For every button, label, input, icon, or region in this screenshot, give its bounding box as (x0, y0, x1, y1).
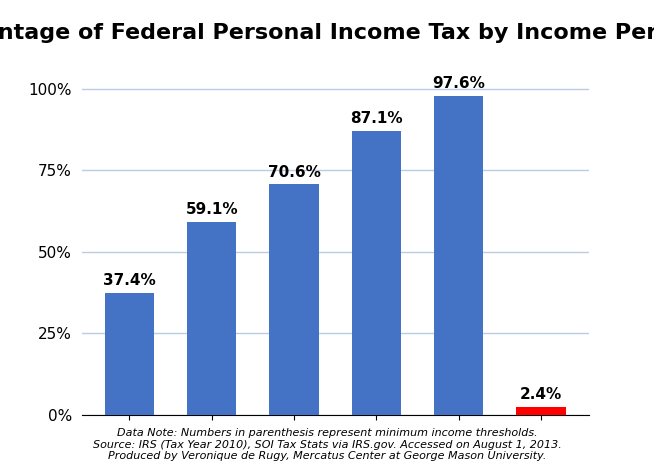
Text: 70.6%: 70.6% (267, 164, 320, 179)
Bar (516, 407, 566, 415)
Bar (434, 96, 483, 415)
Title: Percentage of Federal Personal Income Tax by Income Percentile: Percentage of Federal Personal Income Ta… (0, 23, 654, 43)
Text: 37.4%: 37.4% (103, 273, 156, 288)
Bar (269, 185, 318, 415)
Text: 59.1%: 59.1% (186, 202, 238, 217)
Bar (187, 222, 237, 415)
Text: 2.4%: 2.4% (520, 387, 562, 402)
Text: 97.6%: 97.6% (432, 76, 485, 91)
Text: 87.1%: 87.1% (350, 111, 403, 126)
Bar (352, 130, 401, 415)
Bar (105, 293, 154, 415)
Text: Data Note: Numbers in parenthesis represent minimum income thresholds.
Source: I: Data Note: Numbers in parenthesis repres… (93, 428, 561, 461)
